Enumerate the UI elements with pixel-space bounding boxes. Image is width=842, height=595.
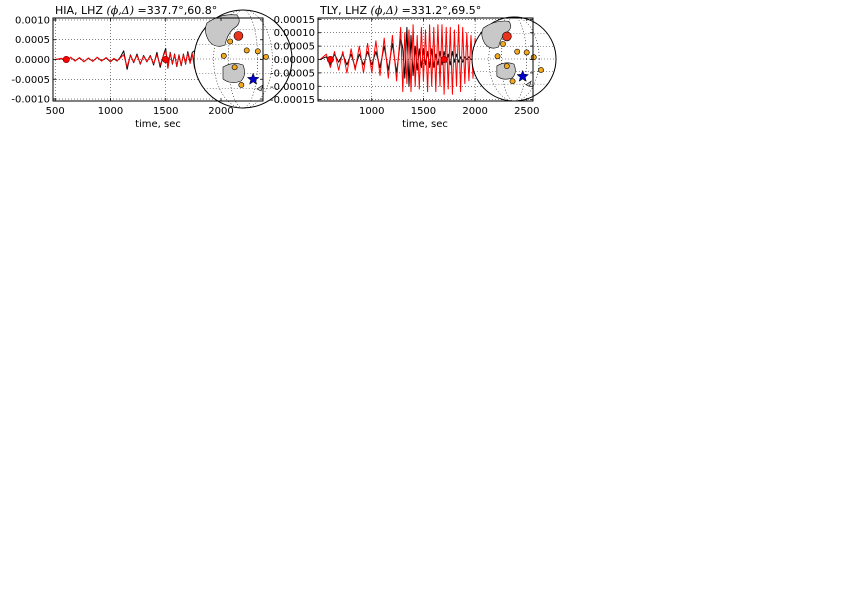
station-marker <box>243 47 250 54</box>
land-australia <box>222 63 245 83</box>
synthetic-trace <box>319 24 480 95</box>
x-tick-label: 1500 <box>411 106 436 117</box>
station-marker <box>254 48 261 55</box>
inset-globe-map <box>471 16 557 102</box>
window-start-marker <box>62 55 70 63</box>
station-marker <box>523 49 530 56</box>
station-current-marker <box>233 31 244 41</box>
y-tick-label: -0.00010 <box>270 82 315 93</box>
y-tick-label: 0.0000 <box>15 55 50 66</box>
window-end-marker <box>162 55 170 63</box>
seismogram-panel-hia: HIA, LHZ (ϕ,Δ) =337.7°,60.8° time, sec 5… <box>11 4 293 130</box>
y-tick-label: 0.00010 <box>274 28 315 39</box>
y-tick-label: -0.0010 <box>11 95 50 106</box>
panel-title: TLY, LHZ (ϕ,Δ) =331.2°,69.5° <box>319 4 481 17</box>
trace-group <box>55 27 218 78</box>
event-star-icon <box>516 69 530 82</box>
y-tick-label: 0.00005 <box>274 42 315 53</box>
station-marker <box>514 48 521 55</box>
event-star-icon <box>246 72 260 85</box>
station-marker <box>509 78 516 85</box>
station-marker <box>500 41 506 47</box>
graticule-meridian <box>213 9 273 109</box>
x-tick-label: 2000 <box>462 106 487 117</box>
station-marker <box>530 54 537 61</box>
station-marker <box>494 53 501 60</box>
station-marker <box>220 52 227 59</box>
graticule-meridian <box>228 9 258 109</box>
inset-globe-map <box>193 9 293 109</box>
x-tick-label: 2500 <box>514 106 539 117</box>
station-marker <box>227 38 234 45</box>
y-tick-label: 0.0010 <box>15 15 50 26</box>
station-marker <box>538 67 544 73</box>
land-asia <box>481 20 512 49</box>
x-tick-label: 2000 <box>208 106 233 117</box>
y-tick-label: -0.00005 <box>270 68 315 79</box>
trace-group <box>319 24 480 95</box>
graticule-meridian <box>488 16 540 102</box>
station-marker <box>231 64 238 71</box>
x-axis-label: time, sec <box>135 119 181 130</box>
y-tick-label: 0.00000 <box>274 55 315 66</box>
seismogram-panel-tly: TLY, LHZ (ϕ,Δ) =331.2°,69.5° time, sec 1… <box>270 4 557 130</box>
land-australia <box>496 62 516 80</box>
y-tick-label: 0.00015 <box>274 15 315 26</box>
station-marker <box>503 63 510 69</box>
land-asia <box>205 14 240 47</box>
station-marker <box>263 53 269 60</box>
y-tick-label: -0.0005 <box>11 75 50 86</box>
x-tick-label: 1000 <box>359 106 384 117</box>
x-tick-label: 1000 <box>98 106 123 117</box>
panel-title: HIA, LHZ (ϕ,Δ) =337.7°,60.8° <box>55 4 217 17</box>
station-marker <box>238 82 245 88</box>
land-new-zealand <box>256 84 264 92</box>
x-tick-label: 1500 <box>153 106 178 117</box>
x-tick-label: 500 <box>46 106 65 117</box>
window-end-marker <box>440 55 448 63</box>
land-new-zealand <box>525 80 532 87</box>
y-tick-label: 0.0005 <box>15 35 50 46</box>
y-tick-label: -0.00015 <box>270 95 315 106</box>
x-axis-label: time, sec <box>402 119 448 130</box>
station-current-marker <box>502 31 512 42</box>
window-start-marker <box>326 55 334 63</box>
